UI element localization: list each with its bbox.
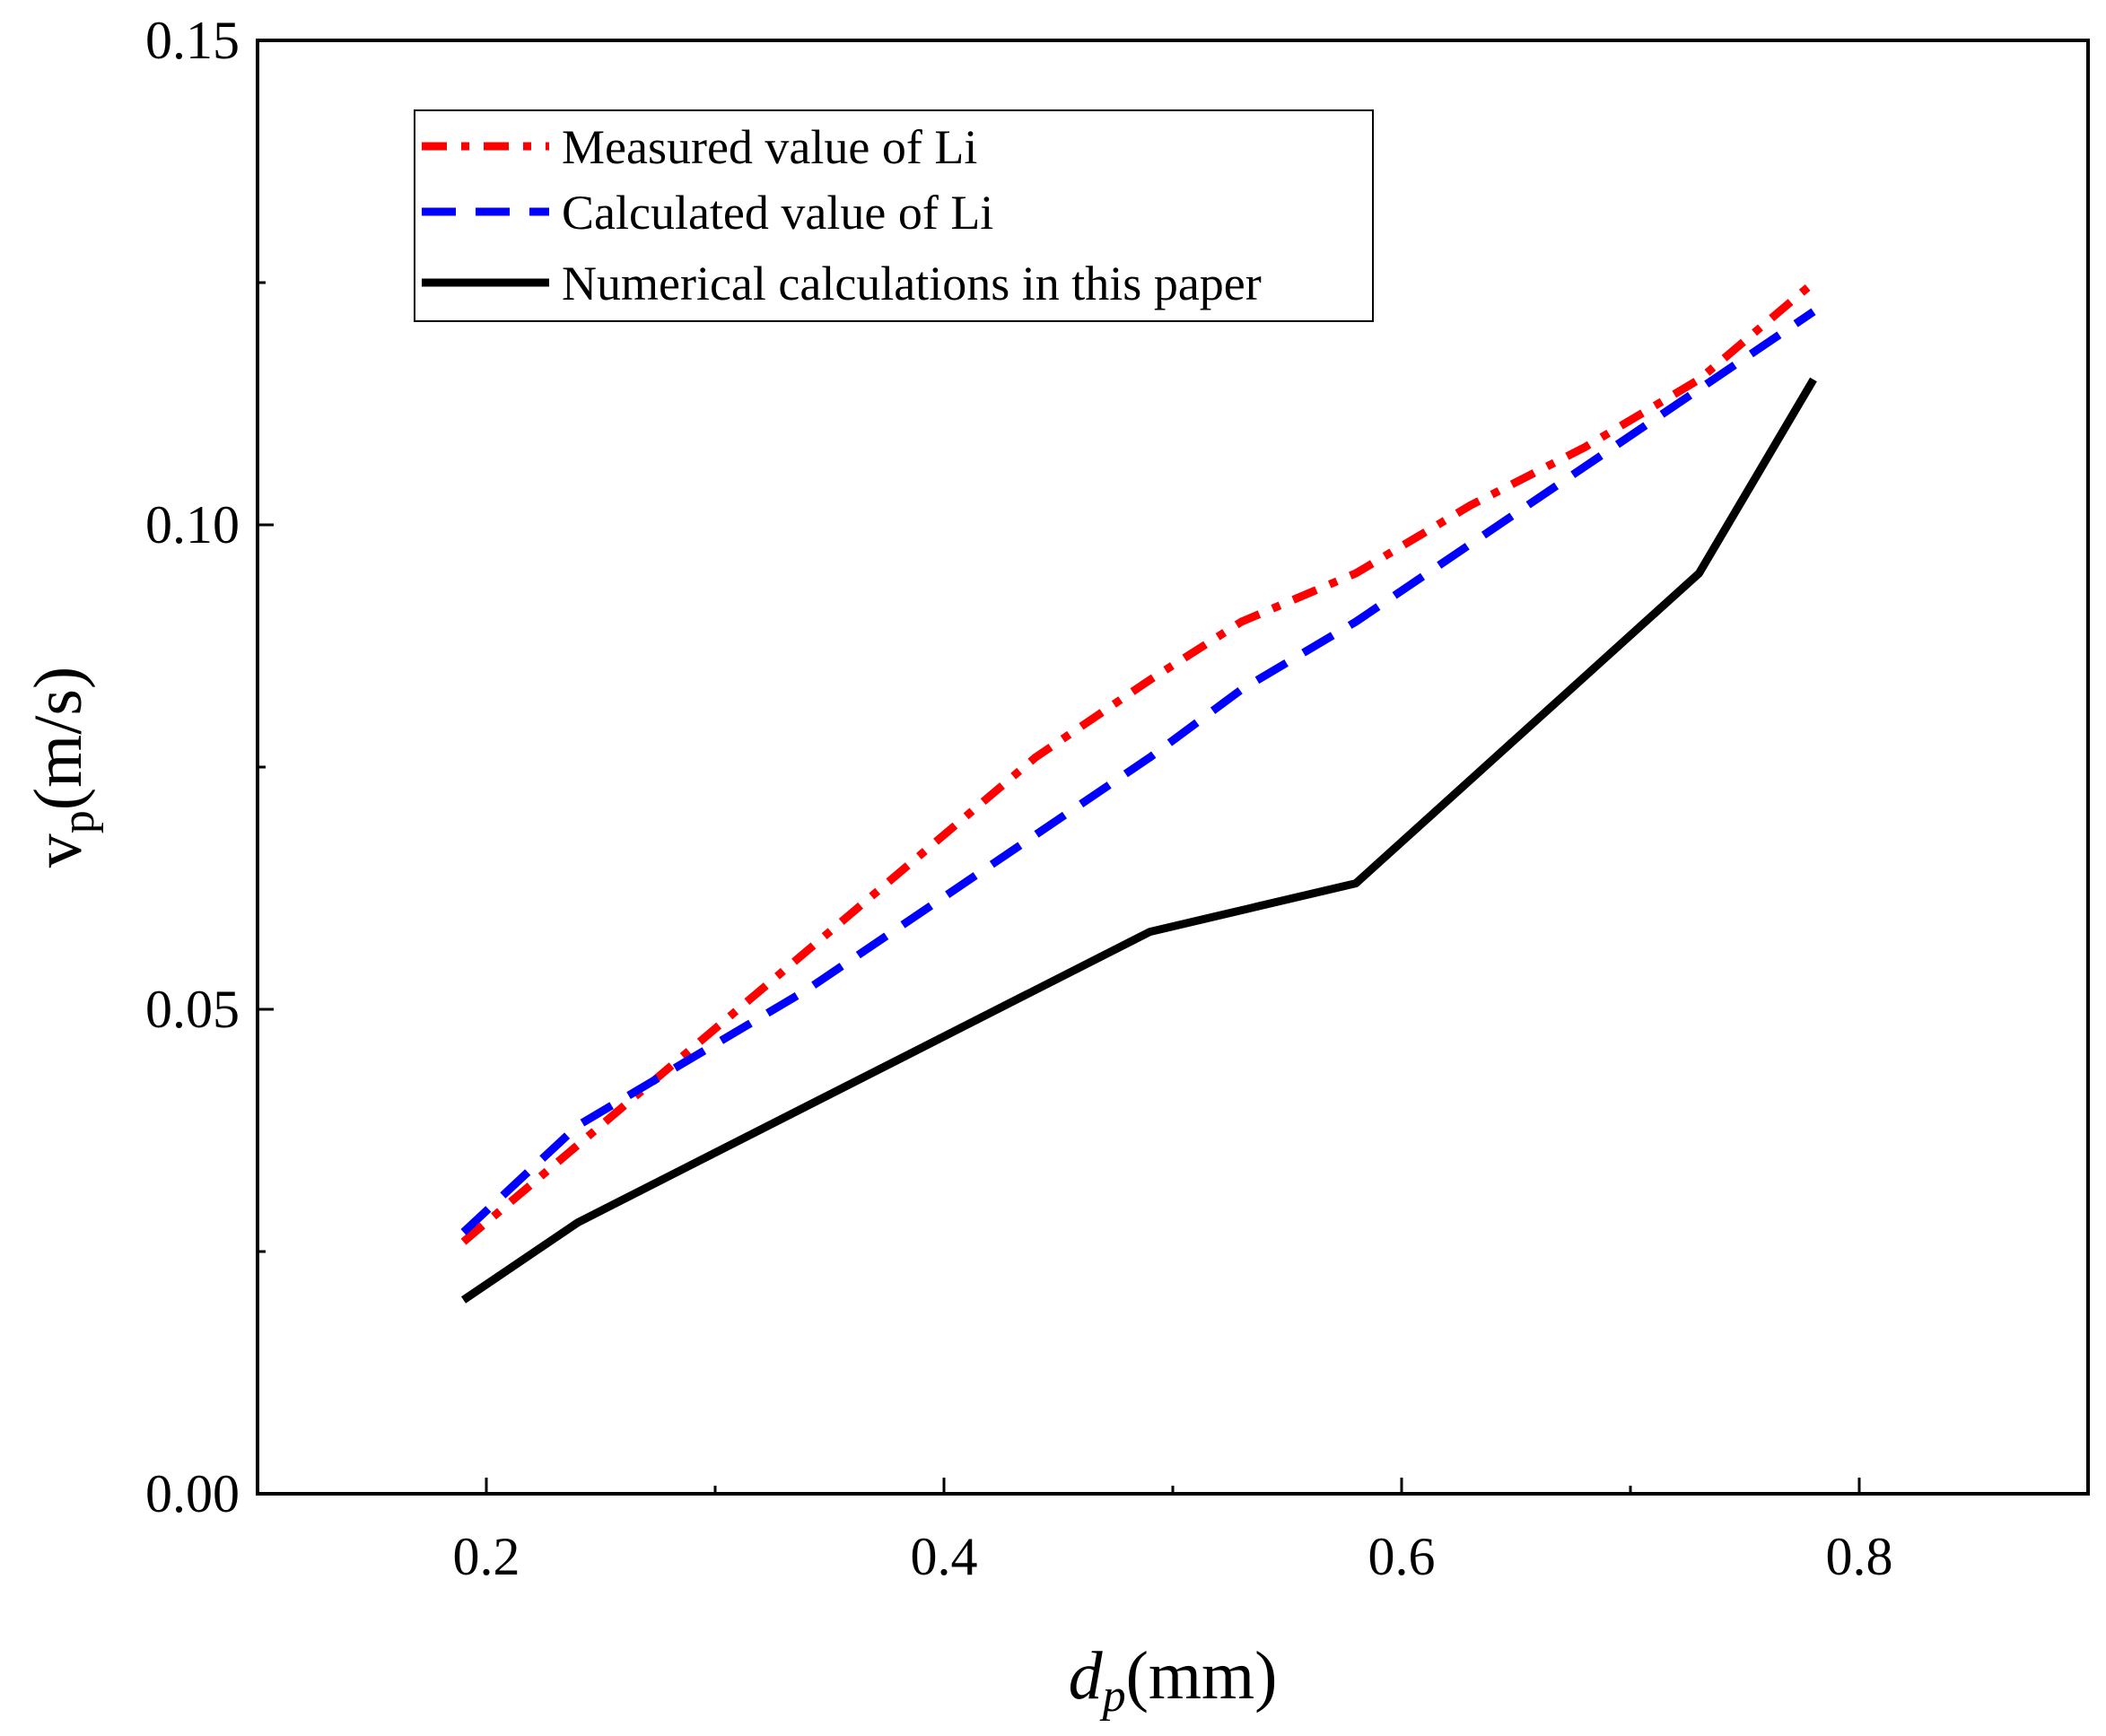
y-tick-label: 0.15 <box>145 11 240 70</box>
y-axis-ticks: 0.00 0.05 0.10 0.15 <box>145 11 274 1523</box>
y-tick-label: 0.05 <box>145 980 240 1039</box>
series-layer <box>460 279 1817 1304</box>
series-line-calculated <box>460 308 1816 1235</box>
x-tick-label: 0.6 <box>1368 1527 1436 1586</box>
x-tick-label: 0.4 <box>911 1527 978 1586</box>
series-line-numerical <box>460 377 1817 1304</box>
y-tick-label: 0.00 <box>145 1464 240 1523</box>
series-line-measured <box>460 279 1816 1245</box>
legend-box <box>414 109 1374 322</box>
y-axis-title: vp(m/s) <box>21 667 104 868</box>
x-tick-label: 0.2 <box>453 1527 520 1586</box>
x-axis-title: dp(mm) <box>1069 1638 1278 1722</box>
legend-label-numerical: Numerical calculations in this paper <box>562 257 1262 310</box>
legend-label-measured: Measured value of Li <box>562 120 977 174</box>
legend-label-calculated: Calculated value of Li <box>562 186 993 240</box>
y-tick-label: 0.10 <box>145 495 240 554</box>
x-tick-label: 0.8 <box>1826 1527 1893 1586</box>
x-axis-ticks: 0.2 0.4 0.6 0.8 <box>453 1478 1893 1586</box>
legend: Measured value of Li Calculated value of… <box>414 109 1374 322</box>
